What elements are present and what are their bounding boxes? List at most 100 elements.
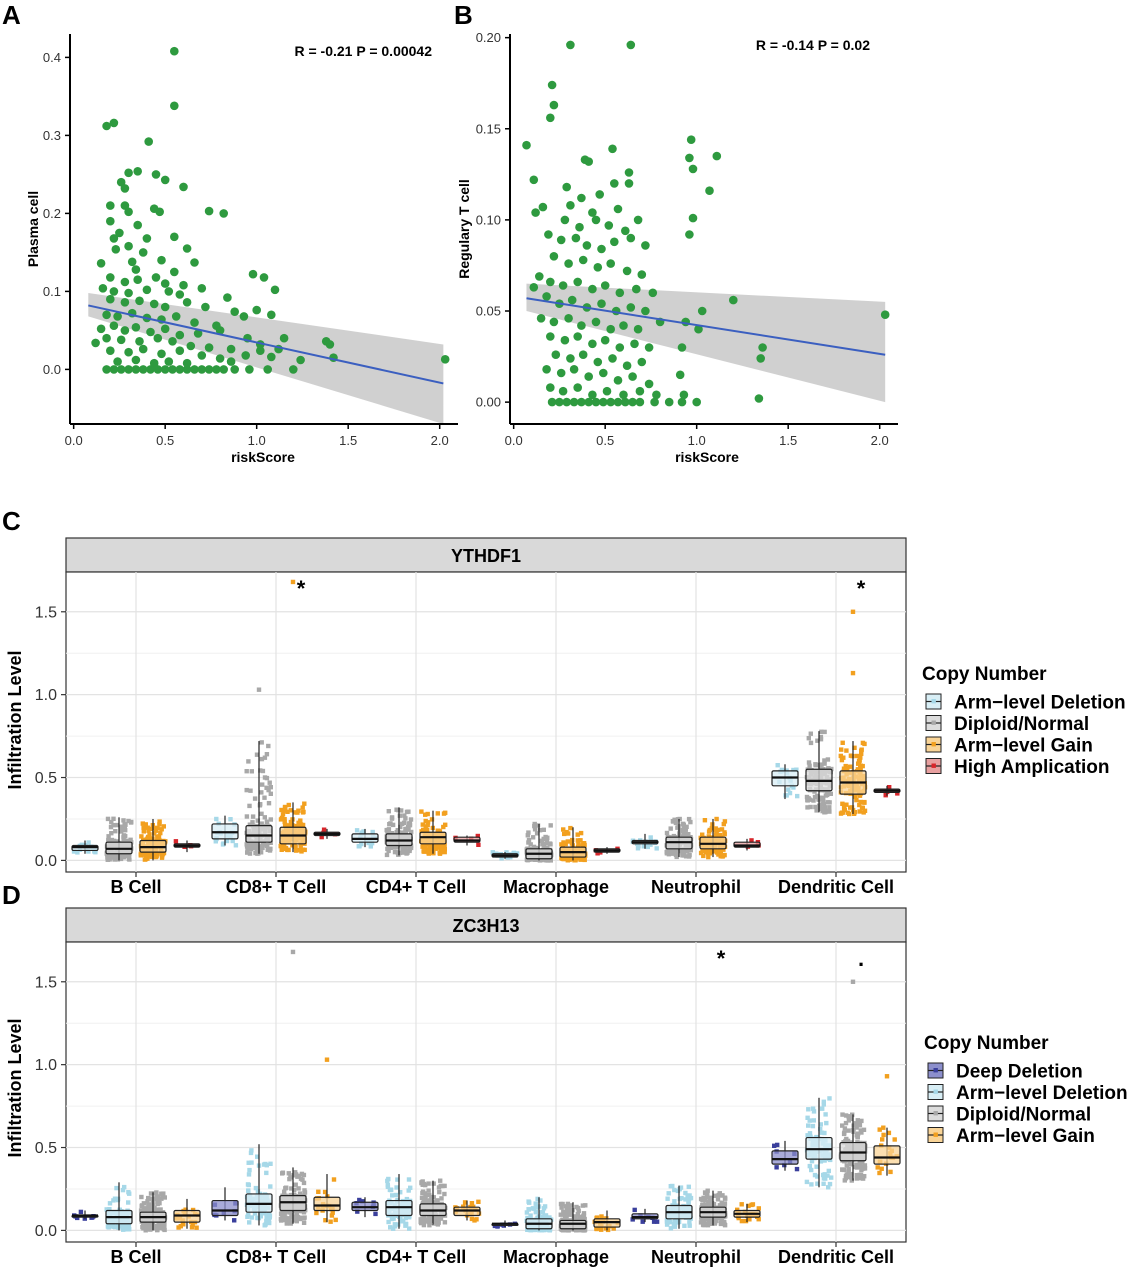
gridlines-d bbox=[66, 942, 906, 1242]
jitter-point bbox=[818, 734, 824, 740]
data-point bbox=[120, 277, 130, 287]
data-point bbox=[547, 80, 557, 90]
jitter-point bbox=[499, 856, 504, 861]
jitter-point bbox=[162, 1227, 167, 1233]
jitter-point bbox=[258, 768, 263, 773]
legend-c: Copy Number Arm−level DeletionDiploid/No… bbox=[922, 664, 1126, 778]
jitter-point bbox=[319, 834, 324, 840]
jitter-point bbox=[708, 1195, 713, 1200]
jitter-point bbox=[282, 1213, 287, 1218]
boxplots-c bbox=[71, 731, 901, 861]
jitter-point bbox=[148, 1203, 154, 1208]
jitter-point bbox=[664, 1222, 670, 1227]
jitter-point bbox=[723, 1196, 728, 1201]
jitter-point bbox=[688, 819, 693, 825]
jitter-point bbox=[704, 1202, 709, 1208]
jitter-point bbox=[821, 1172, 826, 1178]
jitter-point bbox=[887, 785, 892, 790]
jitter-point bbox=[109, 831, 114, 836]
data-point bbox=[120, 326, 130, 335]
jitter-point bbox=[847, 811, 852, 817]
data-point bbox=[591, 215, 601, 225]
data-point bbox=[179, 182, 188, 192]
jitter-point bbox=[390, 1193, 395, 1198]
category-label: Dendritic Cell bbox=[778, 877, 894, 897]
jitter-point bbox=[892, 1137, 897, 1142]
jitter-point bbox=[808, 731, 813, 736]
jitter-point bbox=[285, 809, 290, 814]
jitter-point bbox=[190, 1222, 195, 1227]
jitter-point bbox=[559, 1205, 564, 1210]
jitter-point bbox=[388, 845, 393, 850]
data-point bbox=[289, 365, 298, 374]
jitter-point bbox=[403, 1215, 408, 1221]
jitter-point bbox=[564, 829, 569, 835]
jitter-point bbox=[476, 842, 481, 847]
jitter-point bbox=[672, 1187, 677, 1193]
data-point bbox=[652, 390, 661, 400]
jitter-point bbox=[144, 856, 149, 861]
jitter-point bbox=[678, 828, 683, 833]
jitter-point bbox=[857, 802, 862, 808]
data-point bbox=[204, 343, 214, 352]
jitter-point bbox=[677, 1196, 682, 1202]
jitter-point bbox=[853, 794, 858, 799]
data-point bbox=[637, 357, 647, 367]
jitter-point bbox=[436, 828, 441, 833]
data-point bbox=[131, 323, 141, 332]
jitter-point bbox=[706, 834, 711, 839]
jitter-point bbox=[531, 1206, 536, 1211]
jitter-point bbox=[322, 1189, 328, 1195]
data-point bbox=[624, 168, 634, 177]
jitter-point bbox=[719, 1200, 724, 1205]
jitter-point bbox=[429, 1194, 434, 1200]
jitter-point bbox=[526, 1199, 531, 1204]
jitter-point bbox=[145, 836, 150, 841]
jitter-point bbox=[576, 1208, 581, 1214]
jitter-point bbox=[840, 1123, 845, 1128]
jitter-point bbox=[267, 1220, 272, 1226]
data-point bbox=[599, 397, 608, 407]
data-point bbox=[170, 267, 179, 277]
jitter-point bbox=[854, 1125, 859, 1130]
jitter-point bbox=[355, 1209, 360, 1214]
jitter-point bbox=[708, 849, 713, 854]
jitter-point bbox=[295, 810, 300, 815]
jitter-point bbox=[422, 844, 428, 850]
legend-label: Arm−level Gain bbox=[956, 1126, 1095, 1147]
jitter-point bbox=[857, 1176, 863, 1181]
data-point bbox=[597, 244, 606, 254]
jitter-point bbox=[302, 1190, 308, 1195]
jitter-point bbox=[108, 824, 114, 830]
jitter-point bbox=[855, 1118, 860, 1123]
jitter-point bbox=[722, 1201, 728, 1206]
outlier-point bbox=[850, 609, 856, 614]
category-label: CD4+ T Cell bbox=[366, 877, 467, 897]
y-tick-label: 1.5 bbox=[35, 974, 57, 991]
data-point bbox=[133, 220, 142, 230]
data-point bbox=[588, 284, 597, 294]
jitter-point bbox=[462, 1200, 468, 1205]
jitter-point bbox=[533, 1201, 538, 1206]
jitter-point bbox=[302, 847, 307, 853]
jitter-point bbox=[534, 1205, 539, 1210]
data-point bbox=[135, 296, 144, 306]
data-point bbox=[600, 335, 610, 345]
jitter-point bbox=[107, 1201, 113, 1206]
jitter-point bbox=[286, 1218, 292, 1223]
jitter-point bbox=[562, 831, 567, 837]
significance-mark: * bbox=[297, 576, 306, 601]
jitter-point bbox=[815, 738, 820, 743]
data-point bbox=[193, 329, 203, 338]
data-point bbox=[124, 241, 133, 251]
jitter-point bbox=[113, 829, 118, 834]
data-point bbox=[577, 193, 586, 203]
jitter-point bbox=[388, 1187, 394, 1192]
jitter-point bbox=[406, 1177, 412, 1182]
jitter-point bbox=[812, 1172, 818, 1178]
jitter-point bbox=[683, 1190, 688, 1196]
jitter-point bbox=[250, 820, 255, 825]
legend-label: Deep Deletion bbox=[956, 1062, 1083, 1083]
y-tick-label: 0.4 bbox=[43, 50, 61, 65]
jitter-point bbox=[821, 1102, 826, 1107]
